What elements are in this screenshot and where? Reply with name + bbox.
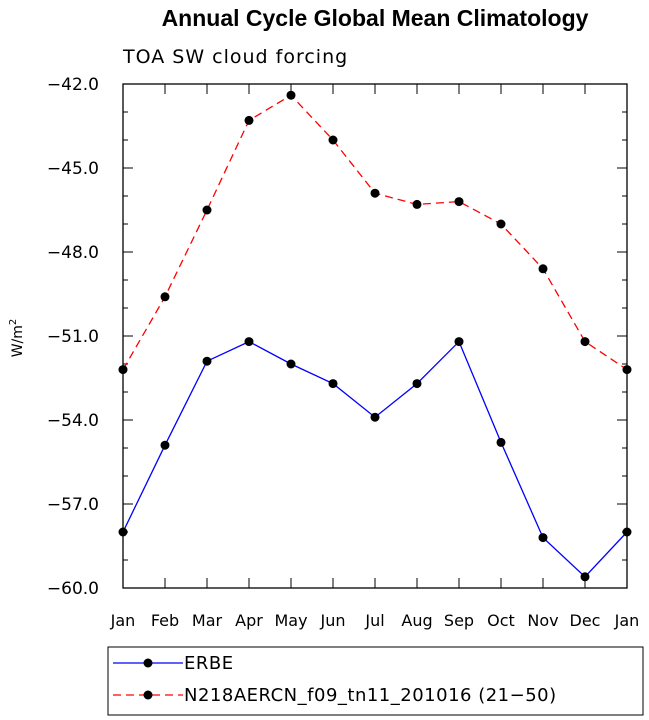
- plot-area: [122, 83, 628, 589]
- series-layer: [118, 90, 632, 582]
- legend: ERBE N218AERCN_f09_tn11_201016 (21−50): [107, 646, 644, 716]
- y-axis-label-text: W/m: [10, 325, 26, 357]
- data-point: [244, 337, 254, 347]
- legend-marker: [143, 690, 153, 700]
- y-axis: −42.0 −45.0 −48.0 −51.0 −54.0 −57.0 −60.0: [47, 75, 627, 599]
- x-axis: Jan Feb Mar Apr May Jun Jul Aug Sep Oct Nov Dec Jan: [110, 84, 640, 630]
- data-point: [202, 356, 212, 366]
- data-point: [496, 437, 506, 447]
- x-tick-label: Jul: [364, 611, 384, 630]
- data-point: [202, 205, 212, 215]
- data-point: [244, 115, 254, 125]
- data-point: [328, 135, 338, 145]
- data-point: [370, 188, 380, 198]
- x-tick-label: Apr: [235, 611, 263, 630]
- data-point: [412, 199, 422, 209]
- plot-border: [122, 83, 628, 589]
- data-point: [580, 337, 590, 347]
- y-tick-label: −60.0: [47, 579, 99, 599]
- legend-label: N218AERCN_f09_tn11_201016 (21−50): [184, 685, 557, 706]
- data-point: [118, 527, 128, 537]
- data-point: [538, 264, 548, 274]
- x-tick-label: Jan: [614, 611, 640, 630]
- data-point: [412, 379, 422, 389]
- series-line: [122, 94, 628, 371]
- x-tick-label: Mar: [192, 611, 223, 630]
- x-tick-label: May: [274, 611, 307, 630]
- x-tick-label: Jun: [320, 611, 346, 630]
- x-tick-label: Sep: [444, 611, 474, 630]
- x-tick-label: Dec: [570, 611, 601, 630]
- chart-subtitle: TOA SW cloud forcing: [122, 46, 348, 68]
- data-point: [454, 337, 464, 347]
- x-tick-label: Feb: [151, 611, 179, 630]
- legend-box: [107, 646, 644, 716]
- data-point: [118, 365, 128, 375]
- data-point: [370, 412, 380, 422]
- series-line: [122, 340, 628, 578]
- y-tick-label: −54.0: [47, 411, 99, 431]
- x-tick-label: Aug: [401, 611, 432, 630]
- data-point: [286, 90, 296, 100]
- data-point: [538, 533, 548, 543]
- x-tick-label: Nov: [527, 611, 558, 630]
- data-point: [286, 359, 296, 369]
- data-point: [622, 527, 632, 537]
- data-point: [328, 379, 338, 389]
- data-point: [160, 440, 170, 450]
- y-tick-label: −51.0: [47, 327, 99, 347]
- data-point: [496, 219, 506, 229]
- y-tick-label: −48.0: [47, 243, 99, 263]
- legend-marker: [143, 658, 153, 668]
- legend-label: ERBE: [184, 653, 234, 674]
- series-1: [118, 337, 632, 582]
- data-point: [454, 197, 464, 207]
- data-point: [580, 572, 590, 582]
- x-tick-label: Jan: [110, 611, 136, 630]
- x-tick-label: Oct: [487, 611, 515, 630]
- chart-title: Annual Cycle Global Mean Climatology: [162, 5, 589, 31]
- y-tick-label: −45.0: [47, 159, 99, 179]
- data-point: [622, 365, 632, 375]
- data-point: [160, 292, 170, 302]
- series-2: [118, 90, 632, 375]
- y-axis-label: W/m2: [8, 319, 26, 358]
- y-tick-label: −42.0: [47, 75, 99, 95]
- y-tick-label: −57.0: [47, 495, 99, 515]
- y-axis-label-superscript: 2: [8, 319, 19, 325]
